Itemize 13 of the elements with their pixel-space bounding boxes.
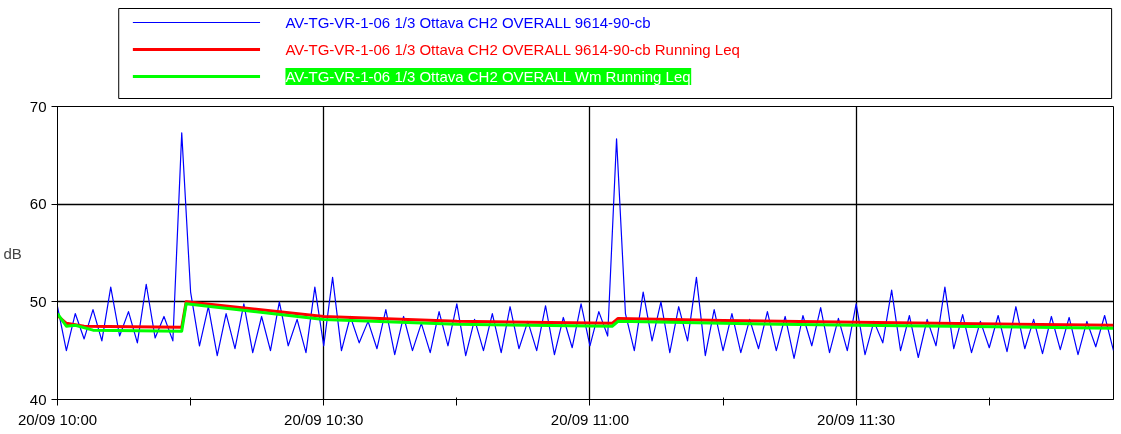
x-tick-label: 20/09 11:00 — [550, 410, 630, 428]
text: AV-TG-VR-1-06 1/3 Ottava CH2 OVERALL 9614-90-cb Running Leq — [285, 41, 740, 58]
x-tick-label: 20/09 10:00 — [17, 410, 98, 428]
y-tick-label: 60 — [29, 195, 47, 213]
x-tick-label: 20/09 11:30 — [817, 410, 896, 428]
text: AV-TG-VR-1-06 1/3 Ottava CH2 OVERALL Wm Running Leq — [285, 68, 691, 85]
y-tick-label: 40 — [29, 390, 47, 408]
line-series — [57, 132, 1114, 360]
y-axis-title: dB — [3, 244, 22, 262]
y-tick-label: 50 — [29, 292, 47, 310]
text: AV-TG-VR-1-06 1/3 Ottava CH2 OVERALL 9614-90-cb — [285, 14, 651, 31]
y-tick-label: 70 — [29, 97, 47, 115]
x-tick-label: 20/09 10:30 — [284, 410, 364, 428]
